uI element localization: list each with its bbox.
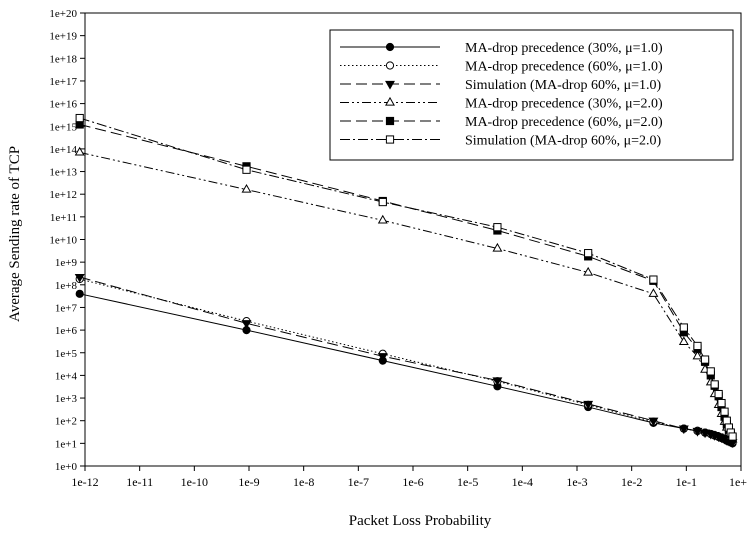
legend: MA-drop precedence (30%, μ=1.0) MA-drop p… [329,29,734,161]
legend-marker [385,61,395,70]
series-line-1 [79,293,733,444]
y-tick-label: 1e+17 [49,76,77,88]
data-point [241,183,252,193]
data-point [377,353,388,362]
y-tick-label: 1e+7 [55,302,78,314]
data-point [75,113,84,123]
data-point [717,398,726,408]
legend-label: MA-drop precedence (30%, μ=2.0) [465,97,663,112]
x-tick-label: 1e-11 [126,475,153,489]
legend-label: Simulation (MA-drop 60%, μ=1.0) [465,78,662,93]
y-tick-label: 1e+11 [50,212,77,224]
y-tick-label: 1e+6 [55,325,78,337]
y-tick-label: 1e+10 [49,235,77,247]
data-point [75,289,84,298]
data-point [583,400,594,410]
legend-marker [385,96,395,106]
x-tick-label: 1e-12 [71,475,98,489]
y-tick-label: 1e+9 [55,257,78,269]
legend-marker [385,42,395,52]
axes: 1e-12 1e-11 1e-10 1e-9 1e-8 1e-7 1e-6 1e-5 1e-4 1… [49,8,747,489]
x-tick-label: 1e-5 [457,475,478,489]
y-tick-label: 1e+19 [49,31,77,43]
x-tick-label: 1e-7 [348,475,369,489]
x-tick-label: 1e-8 [293,475,314,489]
data-point [584,249,593,258]
data-point [649,275,658,284]
data-point [693,341,702,351]
y-tick-label: 1e+15 [49,121,77,133]
series-line-6 [79,117,733,437]
y-tick-label: 1e+4 [55,370,78,382]
legend-box [329,29,734,161]
x-tick-label: 1e-4 [512,475,533,489]
legend-label: MA-drop precedence (60%, μ=2.0) [465,115,663,130]
legend-label: MA-drop precedence (30%, μ=1.0) [465,41,663,56]
data-point [648,288,659,297]
x-tick-label: 1e-9 [238,475,259,489]
legend-label: MA-drop precedence (60%, μ=1.0) [465,60,663,75]
x-tick-label: 1e-1 [676,475,697,489]
series-markers [74,113,738,449]
data-point [583,266,594,276]
series-line-5 [79,123,733,438]
y-tick-label: 1e+2 [55,416,77,428]
data-point [378,197,387,207]
data-point [492,377,503,387]
y-tick-label: 1e+14 [49,144,77,156]
data-point [692,350,703,360]
legend-marker [385,80,395,90]
y-tick-label: 1e+8 [55,280,78,292]
data-point [74,273,85,283]
y-axis-label: Average Sending rate of TCP [7,146,23,322]
data-point [492,242,503,252]
data-point [648,417,659,427]
data-point [706,367,715,376]
y-tick-label: 1e+16 [49,99,77,111]
x-tick-label: 1e-2 [621,475,642,489]
data-point [710,380,719,389]
data-point [493,223,502,232]
data-point [74,146,85,156]
data-point [692,427,703,437]
data-point [728,432,737,441]
y-tick-label: 1e+0 [55,461,78,473]
legend-marker [385,116,395,126]
series-line-4 [79,151,733,440]
x-tick-label: 1e-10 [181,475,208,489]
y-tick-label: 1e+12 [49,189,77,201]
x-tick-label: 1e-3 [566,475,587,489]
data-point [700,355,710,364]
y-tick-label: 1e+13 [49,167,77,179]
data-point [678,425,689,435]
y-tick-label: 1e+5 [55,348,78,360]
data-point [242,165,251,174]
data-point [678,336,689,346]
legend-marker [385,135,395,144]
y-tick-label: 1e+3 [55,393,78,405]
data-point [241,320,252,329]
data-point [720,407,729,416]
y-tick-label: 1e+18 [49,53,77,65]
x-tick-label: 1e+0 [729,475,747,489]
data-point [679,323,688,332]
series-lines [79,117,733,444]
x-tick-label: 1e-6 [402,475,423,489]
y-tick-label: 1e+1 [55,438,77,450]
data-point [377,214,388,224]
y-tick-label: 1e+20 [49,8,77,20]
data-point [714,389,723,399]
legend-label: Simulation (MA-drop 60%, μ=2.0) [465,134,662,149]
x-axis-label: Packet Loss Probability [349,513,492,529]
data-point [722,416,731,425]
